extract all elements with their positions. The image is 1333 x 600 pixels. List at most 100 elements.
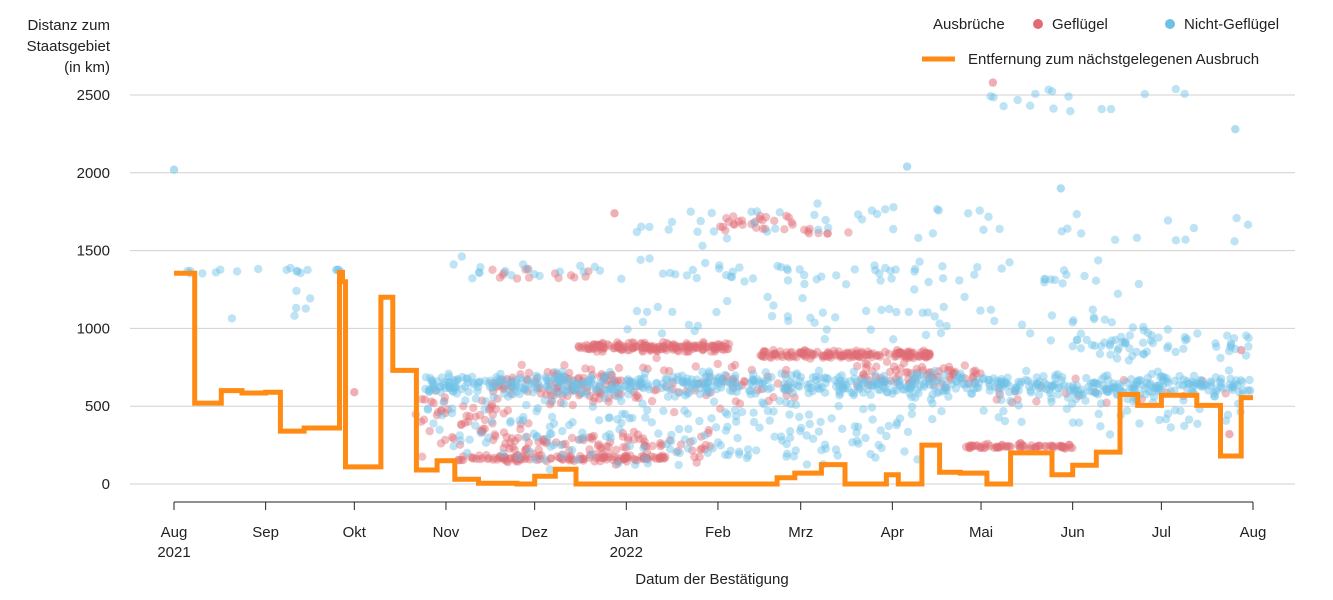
non-poultry-point: [640, 454, 650, 463]
poultry-point: [482, 451, 491, 460]
poultry-point: [542, 457, 551, 466]
x-tick-label: Mai: [969, 524, 993, 541]
non-poultry-point: [1139, 349, 1149, 359]
poultry-point: [629, 344, 638, 353]
non-poultry-point: [1002, 378, 1011, 388]
poultry-point: [576, 389, 585, 398]
non-poultry-point: [783, 266, 792, 275]
poultry-point: [728, 375, 738, 384]
poultry-point: [549, 391, 558, 400]
non-poultry-point: [1082, 373, 1091, 383]
poultry-point: [507, 379, 516, 388]
non-poultry-point: [522, 400, 531, 410]
non-poultry-point: [1201, 381, 1210, 390]
poultry-point: [506, 438, 515, 447]
non-poultry-point: [484, 433, 493, 442]
poultry-point: [584, 267, 593, 276]
poultry-point: [545, 400, 555, 409]
poultry-point: [652, 346, 661, 356]
non-poultry-point: [692, 375, 702, 384]
non-poultry-point: [626, 381, 636, 391]
non-poultry-point: [866, 390, 875, 400]
poultry-point: [1065, 440, 1074, 450]
non-poultry-point: [1017, 417, 1026, 427]
non-poultry-point: [506, 381, 515, 390]
poultry-point: [988, 78, 998, 87]
poultry-point: [622, 453, 632, 462]
non-poultry-point: [1140, 384, 1150, 393]
poultry-point: [721, 342, 730, 352]
non-poultry-point: [1179, 375, 1188, 384]
poultry-point: [691, 343, 700, 353]
non-poultry-point: [615, 384, 624, 394]
non-poultry-point: [1056, 184, 1066, 193]
poultry-point: [588, 341, 597, 350]
non-poultry-point: [877, 305, 886, 315]
non-poultry-point: [1228, 385, 1237, 395]
non-poultry-point: [1106, 104, 1116, 114]
non-poultry-point: [780, 386, 790, 395]
non-poultry-point: [835, 389, 845, 398]
poultry-point: [847, 348, 856, 357]
poultry-point: [824, 347, 833, 357]
poultry-point: [1048, 442, 1057, 451]
poultry-point: [659, 454, 669, 463]
non-poultry-point: [1013, 95, 1022, 105]
poultry-point: [583, 344, 592, 353]
non-poultry-point: [917, 370, 926, 379]
non-poultry-point: [558, 426, 567, 436]
non-poultry-point: [789, 452, 799, 461]
non-poultry-point: [704, 387, 714, 397]
poultry-point: [576, 343, 585, 353]
poultry-point: [639, 454, 648, 463]
non-poultry-point: [535, 271, 544, 281]
non-poultry-point: [521, 433, 530, 442]
poultry-point: [589, 340, 598, 349]
non-poultry-point: [892, 307, 901, 317]
poultry-point: [475, 410, 485, 420]
poultry-point: [822, 352, 831, 361]
poultry-point: [896, 348, 906, 357]
non-poultry-point: [673, 372, 683, 381]
non-poultry-point: [493, 379, 502, 388]
non-poultry-point: [1031, 381, 1041, 391]
poultry-point: [506, 389, 516, 399]
x-tick-sublabel: 2022: [610, 544, 643, 561]
poultry-point: [643, 455, 653, 464]
poultry-point: [620, 454, 629, 463]
poultry-point: [902, 354, 911, 363]
non-poultry-point: [880, 384, 889, 393]
non-poultry-point: [654, 429, 663, 438]
non-poultry-point: [431, 386, 440, 395]
poultry-point: [505, 454, 514, 464]
x-tick-label: Okt: [343, 524, 367, 541]
non-poultry-point: [1226, 383, 1236, 392]
non-poultry-point: [1090, 314, 1099, 324]
poultry-point: [575, 380, 584, 389]
non-poultry-point: [934, 206, 943, 215]
non-poultry-point: [687, 381, 697, 391]
poultry-point: [823, 229, 832, 238]
non-poultry-point: [1096, 399, 1106, 408]
non-poultry-point: [545, 429, 555, 438]
non-poultry-point: [841, 380, 850, 390]
non-poultry-point: [1089, 313, 1099, 322]
non-poultry-point: [1107, 318, 1117, 327]
non-poultry-point: [286, 263, 295, 273]
non-poultry-point: [1193, 379, 1202, 388]
poultry-point: [835, 350, 844, 360]
poultry-point: [612, 445, 621, 455]
non-poultry-point: [727, 380, 737, 389]
non-poultry-point: [834, 386, 844, 396]
non-poultry-point: [1081, 396, 1090, 405]
poultry-point: [593, 341, 603, 350]
poultry-point: [964, 441, 974, 451]
non-poultry-point: [1163, 216, 1173, 225]
non-poultry-point: [1062, 404, 1072, 413]
non-poultry-point: [1229, 334, 1239, 343]
poultry-point: [674, 347, 683, 356]
poultry-point: [535, 451, 544, 461]
non-poultry-point: [823, 374, 833, 384]
poultry-point: [946, 366, 955, 375]
non-poultry-point: [636, 379, 645, 389]
